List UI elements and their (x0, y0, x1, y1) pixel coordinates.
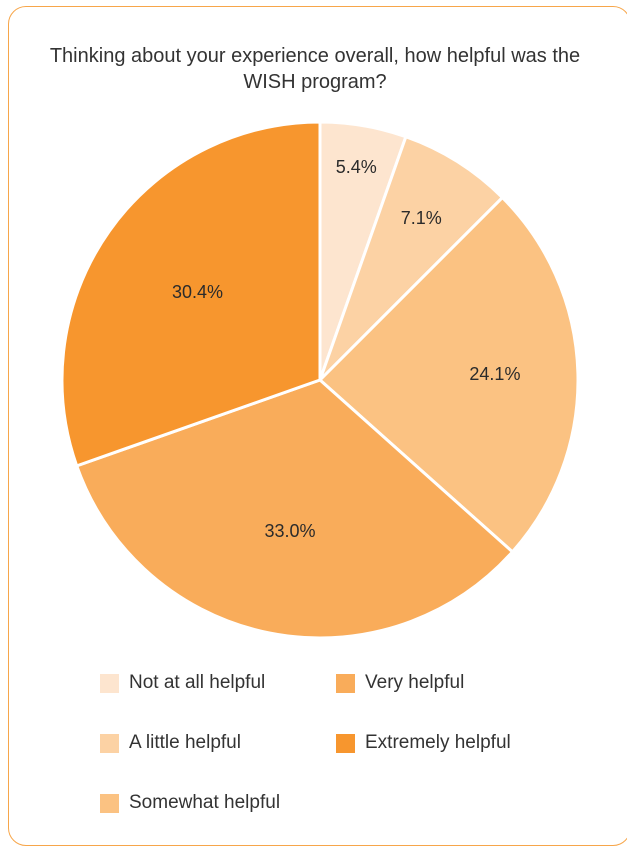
legend-label-not-at-all-helpful: Not at all helpful (129, 672, 266, 693)
legend-swatch-not-at-all-helpful (100, 673, 119, 693)
legend-label-somewhat-helpful: Somewhat helpful (129, 792, 281, 813)
legend-label-a-little-helpful: A little helpful (129, 732, 241, 753)
pie-slice-a-little-helpful (318, 135, 504, 382)
data-label-a-little-helpful: 7.1% (401, 208, 442, 228)
data-label-not-at-all-helpful: 5.4% (336, 157, 377, 177)
legend-item-somewhat-helpful: Somewhat helpful (100, 785, 280, 821)
legend-item-very-helpful: Very helpful (336, 665, 464, 701)
legend-swatch-a-little-helpful (100, 733, 119, 753)
pie-slice-somewhat-helpful (318, 196, 580, 554)
pie-slice-extremely-helpful (60, 120, 322, 468)
legend: Not at all helpful A little helpful Some… (100, 665, 580, 825)
data-label-extremely-helpful: 30.4% (172, 282, 223, 302)
legend-swatch-somewhat-helpful (100, 793, 119, 813)
legend-item-not-at-all-helpful: Not at all helpful (100, 665, 265, 701)
legend-swatch-extremely-helpful (336, 733, 355, 753)
legend-swatch-very-helpful (336, 673, 355, 693)
data-label-very-helpful: 33.0% (264, 521, 315, 541)
legend-label-extremely-helpful: Extremely helpful (365, 732, 511, 753)
legend-label-very-helpful: Very helpful (365, 672, 465, 693)
data-label-somewhat-helpful: 24.1% (469, 364, 520, 384)
legend-item-extremely-helpful: Extremely helpful (336, 725, 511, 761)
pie-slice-very-helpful (75, 378, 514, 640)
chart-title: Thinking about your experience overall, … (49, 45, 581, 93)
legend-item-a-little-helpful: A little helpful (100, 725, 241, 761)
